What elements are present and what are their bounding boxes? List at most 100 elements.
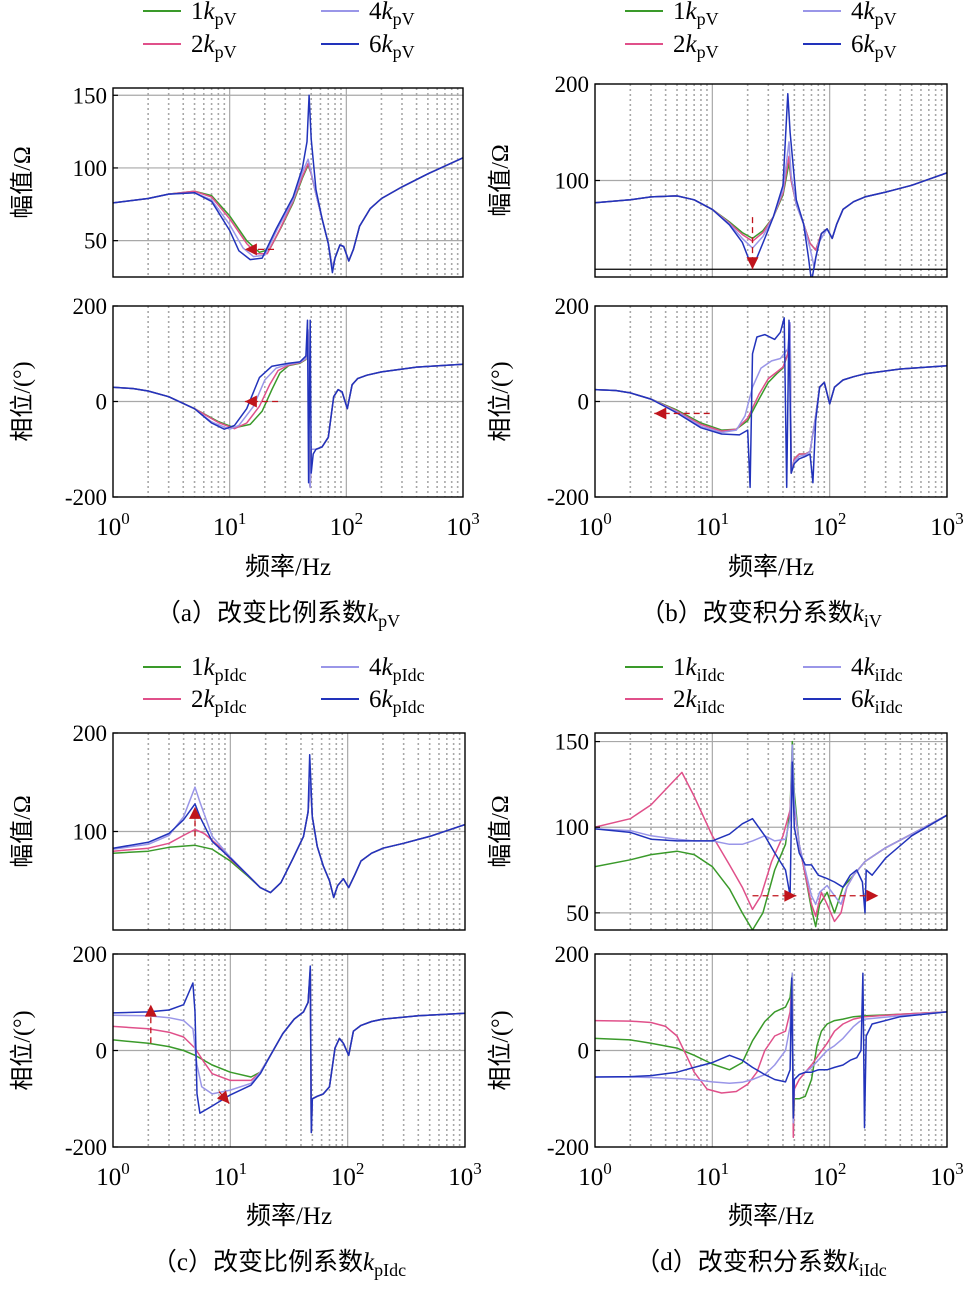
legend-label: 4kpIdc [369, 654, 425, 685]
x-tick-exponent: 3 [955, 1159, 964, 1178]
legend-k: k [864, 654, 876, 681]
plot-area [113, 753, 465, 899]
legend-sub: pIdc [215, 697, 247, 717]
legend-coef: 1 [191, 654, 204, 681]
legend-coef: 6 [851, 686, 864, 713]
x-tick-exponent: 1 [721, 1159, 730, 1178]
legend-coef: 2 [191, 686, 204, 713]
x-tick-label: 103 [930, 509, 964, 541]
series-2-mag-c [113, 781, 465, 899]
series-4-phase-a [113, 329, 463, 489]
phase-axis-title: 相位/(°) [487, 361, 514, 441]
legend-sub: iIdc [697, 697, 725, 717]
legend-coef: 4 [851, 0, 864, 25]
series-1-phase-a [113, 333, 463, 489]
x-tick-exponent: 1 [239, 1159, 248, 1178]
legend-item-2: 2kpIdc [143, 686, 247, 717]
caption-text: （c）改变比例系数 [152, 1248, 363, 1276]
series-2-mag-b [595, 155, 947, 251]
legend-item-2: 2kpV [143, 31, 237, 62]
x-tick-exponent: 0 [603, 1159, 612, 1178]
x-tick-exponent: 2 [356, 1159, 365, 1178]
legend-item-2: 2kiIdc [625, 686, 725, 717]
phase-panel-b: -200 0 200 相位/(°) [487, 294, 948, 510]
plot-area [595, 317, 947, 489]
series-2-phase-d [595, 977, 947, 1139]
x-tick-label: 101 [214, 1159, 248, 1191]
caption-c: （c）改变比例系数kpIdc [152, 1248, 406, 1280]
y-tick-label: 50 [566, 901, 589, 926]
x-tick-base: 10 [96, 514, 121, 541]
legend-item-4: 4kiIdc [803, 654, 903, 685]
y-tick-label: 200 [73, 294, 108, 319]
x-tick-label: 101 [696, 1159, 730, 1191]
mag-panel-a: 50 100 150 幅值/Ω [9, 83, 464, 278]
series-1-phase-d [595, 972, 947, 1134]
x-tick-label: 100 [96, 509, 130, 541]
legend-coef: 2 [191, 31, 204, 58]
y-tick-label: 150 [73, 83, 108, 108]
plot-area [595, 92, 947, 277]
legend-label: 2kiIdc [673, 686, 725, 717]
legend-item-6: 6kpV [803, 31, 897, 62]
x-axis-title: 频率/Hz [728, 553, 814, 581]
legend-sub: pIdc [393, 665, 425, 685]
legend-item-1: 1kpIdc [143, 654, 247, 685]
x-tick-exponent: 3 [473, 1159, 482, 1178]
legend-k: k [204, 0, 216, 25]
legend-label: 1kiIdc [673, 654, 725, 685]
trend-arrow-head [244, 395, 257, 408]
x-tick-label: 102 [331, 1159, 365, 1191]
x-tick-base: 10 [813, 1164, 838, 1191]
x-tick-exponent: 0 [603, 509, 612, 528]
series-4-mag-d [595, 744, 947, 906]
y-tick-label: 0 [578, 1039, 590, 1064]
legend-coef: 4 [851, 654, 864, 681]
phase-axis-title: 相位/(°) [9, 1010, 36, 1090]
magnitude-axis-title: 幅值/Ω [487, 144, 514, 217]
x-tick-base: 10 [578, 1164, 603, 1191]
legend-item-1: 1kiIdc [625, 654, 725, 685]
mag-panel-c: 100 200 幅值/Ω [9, 721, 466, 931]
legend-sub: pIdc [215, 665, 247, 685]
legend-sub: iIdc [875, 697, 903, 717]
legend-label: 2kpV [673, 31, 719, 62]
plot-area [595, 740, 947, 930]
y-tick-label: 150 [555, 730, 590, 755]
x-tick-exponent: 1 [238, 509, 247, 528]
series-1-mag-c [113, 781, 465, 899]
legend-k: k [382, 0, 394, 25]
caption-k: k [853, 600, 865, 627]
caption-b: （b）改变积分系数kiV [640, 599, 882, 631]
x-tick-label: 103 [448, 1159, 482, 1191]
legend-item-4: 4kpV [803, 0, 897, 29]
series-6-mag-d [595, 761, 947, 914]
legend-k: k [204, 686, 216, 713]
legend-label: 4kpV [851, 0, 897, 29]
trend-arrow-head [746, 257, 759, 270]
x-tick-label: 102 [330, 509, 364, 541]
legend-k: k [686, 686, 698, 713]
caption-text: （a）改变比例系数 [156, 599, 367, 627]
legend-k: k [382, 31, 394, 58]
series-1-mag-d [595, 740, 947, 930]
legend-sub: pV [697, 9, 719, 29]
x-tick-base: 10 [930, 1164, 955, 1191]
phase-panel-d: -200 0 200 相位/(°) [487, 942, 948, 1160]
legend-coef: 4 [369, 654, 382, 681]
legend-label: 2kpIdc [191, 686, 247, 717]
series-2-phase-a [113, 331, 463, 489]
y-tick-label: -200 [547, 1135, 589, 1160]
legend-label: 6kpIdc [369, 686, 425, 717]
legend-label: 6kiIdc [851, 686, 903, 717]
trend-arrow-head [189, 806, 202, 819]
axes-frame [594, 732, 948, 931]
series-2-mag-a [113, 157, 463, 270]
legend-k: k [204, 654, 216, 681]
magnitude-axis-title: 幅值/Ω [9, 795, 36, 868]
legend-label: 6kpV [369, 31, 415, 62]
legend-k: k [382, 686, 394, 713]
